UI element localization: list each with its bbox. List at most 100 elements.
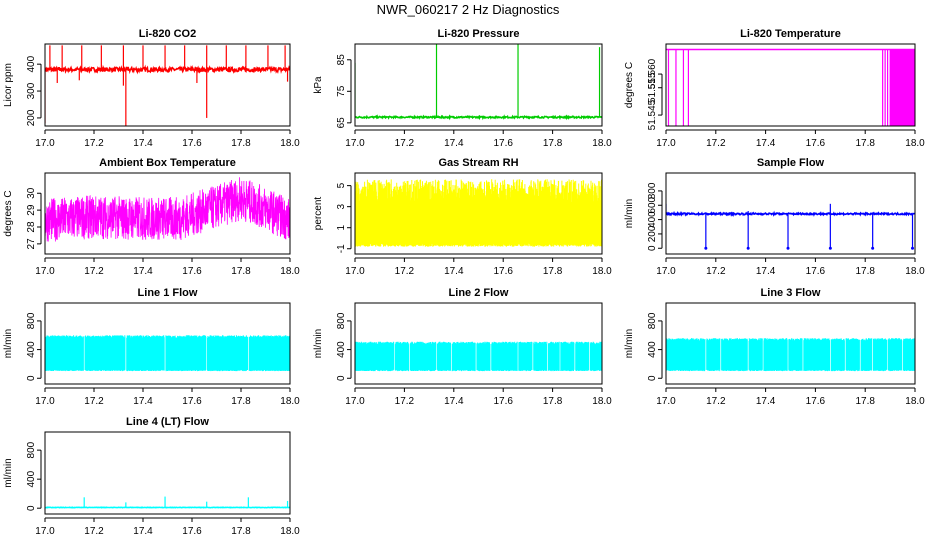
x-tick-label: 18.0	[592, 138, 612, 149]
x-tick-label: 17.0	[345, 138, 365, 149]
y-axis-label: degrees C	[624, 62, 635, 108]
series-band	[355, 341, 602, 372]
panel-title: Gas Stream RH	[438, 157, 518, 169]
plot-frame	[354, 172, 603, 255]
y-axis-label: percent	[313, 197, 324, 231]
x-tick-label: 17.2	[395, 138, 415, 149]
y-tick-label: 800	[26, 312, 37, 329]
x-tick-label: 17.8	[543, 396, 563, 407]
y-tick-label: 29	[26, 204, 37, 216]
series-trace	[666, 338, 915, 372]
y-axis-label: kPa	[313, 76, 324, 94]
plot-frame	[44, 43, 291, 127]
series-line	[45, 177, 290, 242]
x-tick-label: 17.4	[133, 526, 153, 537]
x-tick-label: 18.0	[280, 396, 300, 407]
series-point	[786, 246, 790, 250]
panel-title: Li-820 CO2	[139, 28, 196, 40]
series-point	[704, 246, 708, 250]
x-tick-label: 18.0	[280, 526, 300, 537]
x-tick-label: 17.2	[706, 396, 726, 407]
y-tick-label: 51.545	[647, 99, 658, 130]
y-axis-label: ml/min	[624, 329, 635, 358]
panel-p9: Line 3 Flow 17.0 17.2 17.4 17.6 17.8 18.0 0 400 8…	[624, 287, 925, 407]
series-trace	[666, 48, 915, 126]
x-tick-label: 17.4	[444, 396, 464, 407]
y-tick-label: 75	[336, 85, 347, 97]
x-tick-label: 17.8	[543, 266, 563, 277]
x-tick-label: 18.0	[592, 396, 612, 407]
x-tick-label: 17.2	[84, 138, 104, 149]
x-tick-label: 17.0	[656, 138, 676, 149]
series-band	[355, 179, 602, 247]
x-tick-label: 17.6	[493, 138, 513, 149]
x-tick-label: 17.8	[231, 266, 251, 277]
series-trace	[45, 335, 290, 372]
x-tick-label: 17.8	[231, 396, 251, 407]
x-tick-label: 17.6	[182, 396, 202, 407]
x-tick-label: 17.2	[395, 266, 415, 277]
x-tick-label: 17.6	[182, 266, 202, 277]
x-tick-label: 18.0	[905, 266, 925, 277]
x-tick-label: 17.0	[35, 266, 55, 277]
y-tick-label: 800	[647, 312, 658, 329]
x-tick-label: 17.0	[35, 138, 55, 149]
y-tick-label: 30	[26, 187, 37, 199]
panel-p10: Line 4 (LT) Flow 17.0 17.2 17.4 17.6 17.8 18.0…	[3, 416, 300, 537]
x-tick-label: 18.0	[280, 266, 300, 277]
x-tick-label: 17.0	[345, 266, 365, 277]
y-axis-label: ml/min	[624, 199, 635, 228]
y-tick-label: 400	[26, 341, 37, 358]
series-trace	[666, 203, 915, 250]
y-tick-label: 0	[26, 505, 37, 511]
x-tick-label: 17.4	[133, 266, 153, 277]
x-tick-label: 17.2	[706, 138, 726, 149]
y-axis-label: ml/min	[3, 458, 14, 487]
panel-p8: Line 2 Flow 17.0 17.2 17.4 17.6 17.8 18.0 0 400 8…	[313, 287, 612, 407]
series-line	[355, 114, 602, 121]
series-trace	[355, 44, 602, 121]
y-axis-label: ml/min	[3, 329, 14, 358]
x-tick-label: 17.4	[444, 266, 464, 277]
y-tick-label: 800	[26, 441, 37, 458]
y-tick-label: 85	[336, 54, 347, 66]
y-tick-label: 51.560	[647, 58, 658, 89]
y-tick-label: 300	[26, 82, 37, 99]
series-trace	[355, 179, 602, 247]
x-tick-label: 17.8	[855, 266, 875, 277]
series-trace	[45, 496, 290, 509]
y-axis-label: degrees C	[3, 190, 14, 236]
x-tick-label: 17.0	[35, 526, 55, 537]
plot-frame	[665, 43, 916, 127]
x-tick-label: 18.0	[905, 138, 925, 149]
y-tick-label: 200	[26, 109, 37, 126]
plot-frame	[354, 43, 603, 127]
x-tick-label: 17.6	[182, 526, 202, 537]
x-tick-label: 17.6	[493, 266, 513, 277]
series-point	[828, 246, 832, 250]
plot-frame	[44, 172, 291, 255]
y-tick-label: 3	[336, 203, 347, 209]
panel-p3: Li-820 Temperature 17.0 17.2 17.4 17.6 17.8 18…	[624, 28, 925, 149]
x-tick-label: 17.4	[756, 138, 776, 149]
x-tick-label: 17.4	[756, 266, 776, 277]
x-tick-label: 17.4	[756, 396, 776, 407]
series-band	[889, 49, 915, 126]
x-tick-label: 17.0	[656, 266, 676, 277]
x-tick-label: 17.4	[133, 138, 153, 149]
y-tick-label: 400	[647, 341, 658, 358]
x-tick-label: 17.8	[855, 138, 875, 149]
figure-title: NWR_060217 2 Hz Diagnostics	[377, 2, 560, 17]
x-tick-label: 18.0	[280, 138, 300, 149]
panel-p4: Ambient Box Temperature 17.0 17.2 17.4 17.6 1…	[3, 157, 300, 277]
x-tick-label: 17.0	[35, 396, 55, 407]
series-trace	[45, 177, 290, 242]
panel-title: Li-820 Pressure	[438, 28, 520, 40]
x-tick-label: 17.4	[444, 138, 464, 149]
x-tick-label: 17.0	[345, 396, 365, 407]
panel-p2: Li-820 Pressure 17.0 17.2 17.4 17.6 17.8 18.0 6…	[313, 28, 612, 149]
panel-title: Line 3 Flow	[761, 287, 821, 299]
plot-frame	[665, 172, 916, 255]
x-tick-label: 17.2	[84, 396, 104, 407]
